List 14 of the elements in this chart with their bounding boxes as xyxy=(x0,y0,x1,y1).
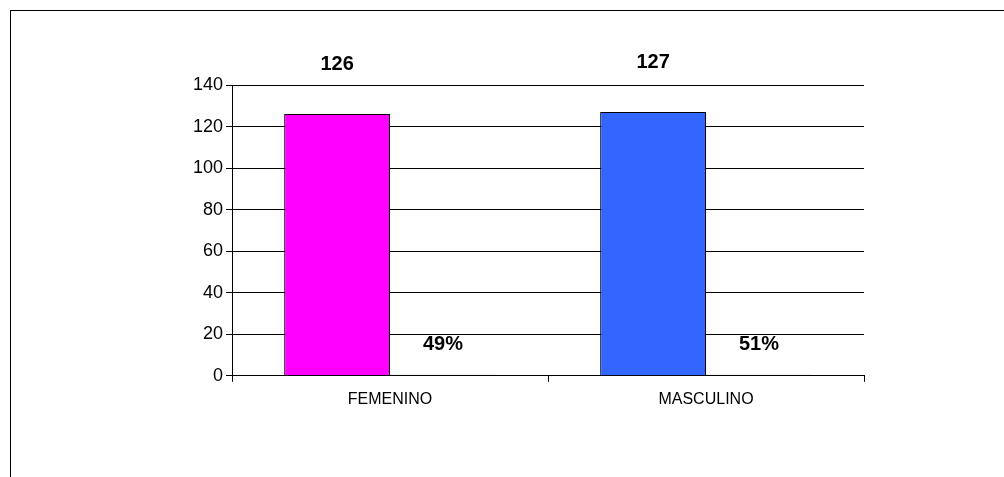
data-label: 49% xyxy=(422,332,464,355)
data-label: 51% xyxy=(738,332,780,355)
y-tick-label: 20 xyxy=(203,323,224,344)
y-tick-label: 140 xyxy=(192,73,224,94)
data-label: 126 xyxy=(320,51,354,74)
y-tick-label: 100 xyxy=(192,157,224,178)
y-tick-label: 80 xyxy=(203,198,224,219)
data-label: 127 xyxy=(636,49,670,72)
x-tick-label: MASCULINO xyxy=(658,389,754,407)
y-tick-label: 0 xyxy=(213,364,224,385)
x-tick-label: FEMENINO xyxy=(347,389,433,407)
y-tick-label: 40 xyxy=(203,281,224,302)
y-tick-label: 60 xyxy=(203,240,224,261)
y-tick-label: 120 xyxy=(192,115,224,136)
